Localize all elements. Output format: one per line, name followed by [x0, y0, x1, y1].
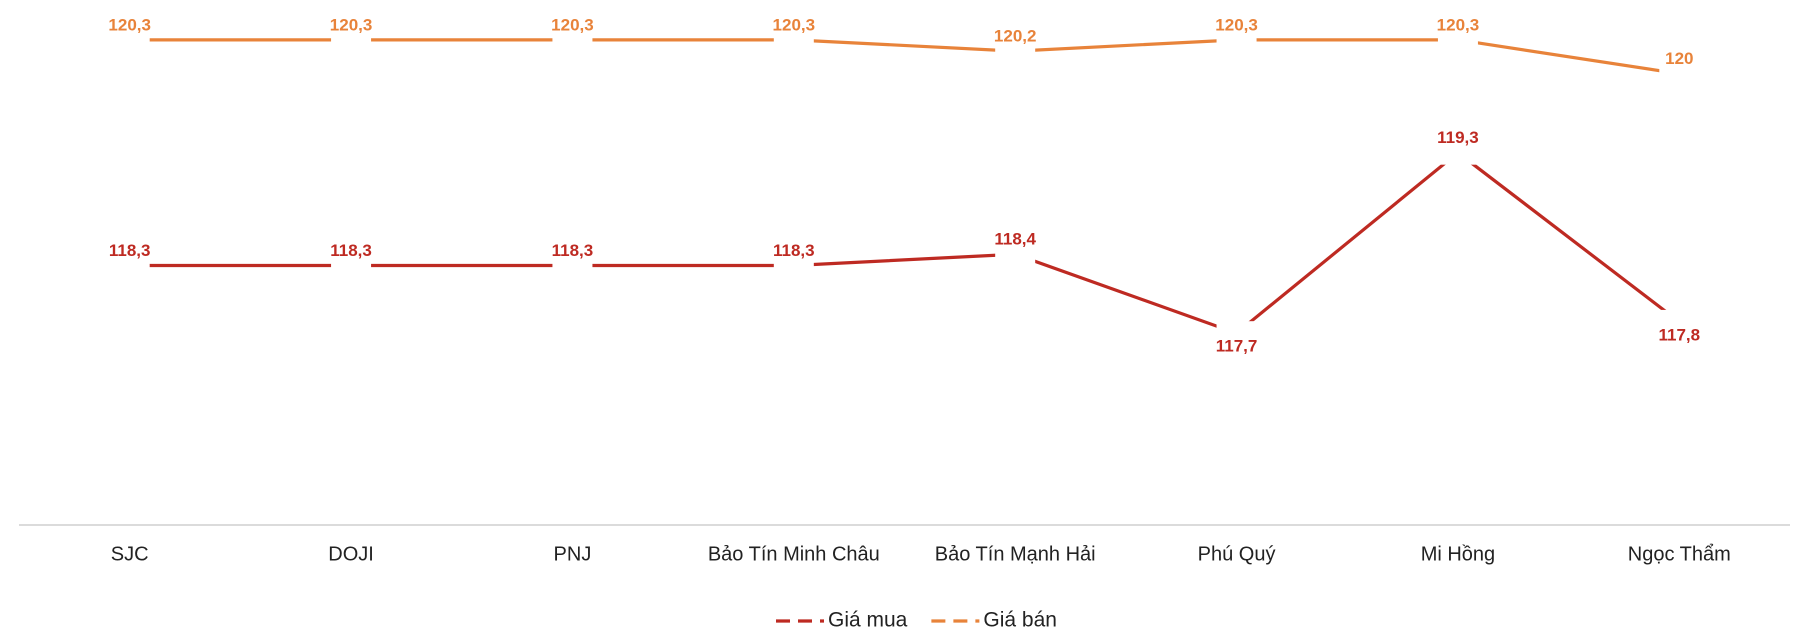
data-label: 119,3 — [1437, 128, 1479, 147]
label-background — [1216, 27, 1257, 52]
label-background — [331, 27, 372, 52]
x-tick-label: Ngọc Thẩm — [1628, 543, 1731, 565]
label-background — [1659, 309, 1700, 334]
x-tick-label: SJC — [111, 543, 149, 565]
label-background — [1216, 321, 1257, 346]
label-background — [331, 253, 372, 278]
data-label: 120,3 — [330, 15, 373, 34]
label-background — [109, 253, 150, 278]
data-label: 118,3 — [773, 241, 815, 260]
label-background — [1437, 27, 1478, 52]
legend-label: Giá bán — [983, 609, 1057, 632]
label-background — [995, 242, 1036, 267]
x-tick-label: Bảo Tín Minh Châu — [708, 543, 880, 565]
data-label: 120,3 — [773, 15, 816, 34]
data-label: 118,3 — [109, 241, 151, 260]
x-tick-label: Mi Hồng — [1421, 543, 1495, 565]
label-background — [773, 27, 814, 52]
label-background — [1659, 61, 1700, 86]
label-background — [552, 253, 593, 278]
data-label: 120,3 — [1437, 15, 1480, 34]
x-tick-label: Bảo Tín Mạnh Hải — [935, 543, 1096, 565]
series-line — [129, 150, 1681, 336]
legend-label: Giá mua — [828, 609, 908, 632]
label-background — [995, 39, 1036, 64]
data-label: 120,3 — [551, 15, 594, 34]
label-background — [109, 27, 150, 52]
x-tick-label: Phú Quý — [1198, 543, 1276, 565]
data-label: 120 — [1665, 49, 1693, 68]
data-label: 120,3 — [108, 15, 151, 34]
data-label: 117,7 — [1216, 337, 1258, 356]
data-label: 118,4 — [994, 230, 1036, 249]
data-label: 120,2 — [994, 27, 1037, 46]
data-label: 117,8 — [1659, 325, 1701, 344]
x-tick-label: PNJ — [554, 543, 592, 565]
series-line — [129, 38, 1680, 76]
label-background — [773, 253, 814, 278]
data-label: 118,3 — [552, 241, 594, 260]
x-tick-label: DOJI — [328, 543, 374, 565]
data-label: 120,3 — [1215, 15, 1258, 34]
label-background — [552, 27, 593, 52]
label-background — [1437, 140, 1478, 165]
data-label: 118,3 — [330, 241, 372, 260]
